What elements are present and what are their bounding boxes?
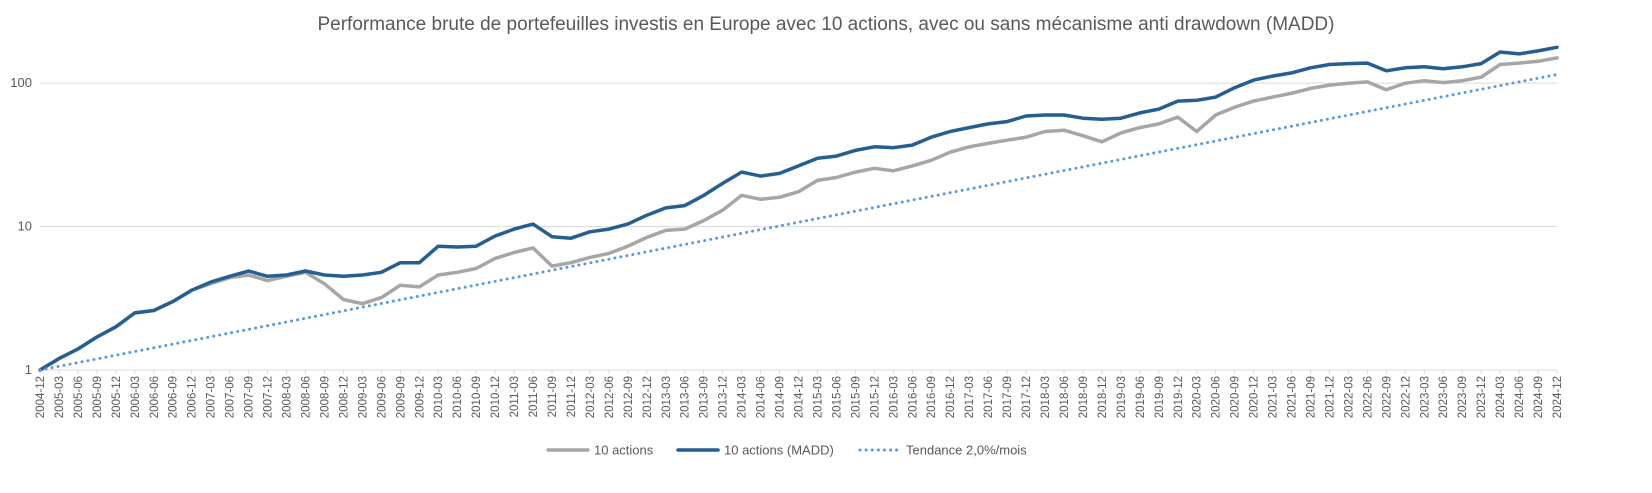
x-tick-label: 2008-03 (282, 376, 294, 418)
x-tick-label: 2019-12 (1173, 376, 1185, 418)
x-tick-label: 2022-06 (1362, 376, 1374, 418)
x-tick-label: 2006-06 (149, 376, 161, 418)
y-tick-label: 10 (18, 219, 32, 234)
x-tick-label: 2004-12 (35, 376, 47, 418)
x-tick-label: 2007-12 (263, 376, 275, 418)
x-tick-label: 2006-03 (130, 376, 142, 418)
x-tick-label: 2008-12 (338, 376, 350, 418)
x-tick-label: 2020-12 (1249, 376, 1261, 418)
x-tick-label: 2013-03 (661, 376, 673, 418)
x-tick-label: 2022-09 (1381, 376, 1393, 418)
legend-label: 10 actions (594, 443, 654, 458)
x-tick-label: 2018-06 (1059, 376, 1071, 418)
x-tick-label: 2005-09 (92, 376, 104, 418)
x-tick-label: 2024-12 (1552, 376, 1564, 418)
x-tick-label: 2024-06 (1514, 376, 1526, 418)
x-tick-label: 2023-09 (1457, 376, 1469, 418)
x-tick-label: 2009-03 (357, 376, 369, 418)
x-tick-label: 2020-06 (1211, 376, 1223, 418)
x-tick-label: 2005-03 (54, 376, 66, 418)
x-tick-label: 2006-09 (168, 376, 180, 418)
x-tick-label: 2007-03 (206, 376, 218, 418)
x-tick-label: 2009-06 (376, 376, 388, 418)
legend: 10 actions 10 actions (MADD) Tendance 2,0%… (546, 443, 1027, 458)
x-tick-label: 2012-03 (585, 376, 597, 418)
x-tick-label: 2023-06 (1438, 376, 1450, 418)
chart-title: Performance brute de portefeuilles inves… (317, 14, 1334, 35)
y-tick-label: 100 (10, 75, 32, 90)
x-tick-label: 2010-06 (452, 376, 464, 418)
x-tick-label: 2011-06 (528, 376, 540, 417)
x-tick-label: 2022-03 (1343, 376, 1355, 418)
x-tick-label: 2018-09 (1078, 376, 1090, 418)
x-tick-label: 2013-09 (699, 376, 711, 418)
x-tick-label: 2023-12 (1476, 376, 1488, 418)
x-tick-label: 2009-09 (395, 376, 407, 418)
legend-label: Tendance 2,0%/mois (906, 443, 1027, 458)
x-tick-label: 2005-12 (111, 376, 123, 418)
x-tick-label: 2017-09 (1002, 376, 1014, 418)
x-tick-label: 2016-12 (945, 376, 957, 418)
x-tick-label: 2008-06 (300, 376, 312, 418)
x-tick-label: 2021-06 (1287, 376, 1299, 418)
x-tick-label: 2007-06 (225, 376, 237, 418)
x-tick-label: 2015-06 (831, 376, 843, 418)
x-tick-label: 2012-06 (604, 376, 616, 418)
x-tick-label: 2005-06 (73, 376, 85, 418)
x-tick-label: 2023-03 (1419, 376, 1431, 418)
x-tick-label: 2017-06 (983, 376, 995, 418)
x-tick-label: 2021-03 (1268, 376, 1280, 418)
x-tick-label: 2022-12 (1400, 376, 1412, 418)
x-tick-label: 2012-09 (623, 376, 635, 418)
series-layer (38, 45, 1559, 372)
x-tick-label: 2011-03 (509, 376, 521, 417)
x-tick-label: 2014-03 (737, 376, 749, 418)
x-tick-label: 2017-12 (1021, 376, 1033, 418)
x-tick-label: 2011-09 (547, 376, 559, 417)
y-tick-label: 1 (25, 362, 32, 377)
x-tick-label: 2020-03 (1192, 376, 1204, 418)
x-tick-label: 2019-09 (1154, 376, 1166, 418)
x-tick-label: 2024-03 (1495, 376, 1507, 418)
x-tick-label: 2016-09 (926, 376, 938, 418)
x-tick-label: 2014-12 (794, 376, 806, 418)
x-tick-label: 2014-06 (756, 376, 768, 418)
y-axis: 1 10 100 (10, 75, 32, 377)
x-tick-label: 2015-09 (850, 376, 862, 418)
legend-label: 10 actions (MADD) (724, 443, 834, 458)
x-tick-label: 2015-12 (869, 376, 881, 418)
x-tick-label: 2013-12 (718, 376, 730, 418)
x-tick-label: 2021-09 (1305, 376, 1317, 418)
x-tick-label: 2021-12 (1324, 376, 1336, 418)
series-line-2 (38, 73, 1559, 372)
x-tick-label: 2006-12 (187, 376, 199, 418)
x-tick-label: 2020-09 (1230, 376, 1242, 418)
x-tick-label: 2013-06 (680, 376, 692, 418)
x-tick-label: 2009-12 (414, 376, 426, 418)
x-tick-label: 2008-09 (319, 376, 331, 418)
x-tick-label: 2012-12 (642, 376, 654, 418)
x-tick-label: 2018-03 (1040, 376, 1052, 418)
x-tick-label: 2018-12 (1097, 376, 1109, 418)
x-tick-label: 2007-09 (244, 376, 256, 418)
x-tick-label: 2019-03 (1116, 376, 1128, 418)
x-tick-label: 2010-09 (471, 376, 483, 418)
x-tick-label: 2024-09 (1533, 376, 1545, 418)
x-tick-label: 2010-03 (433, 376, 445, 418)
x-tick-label: 2017-03 (964, 376, 976, 418)
x-tick-label: 2014-09 (775, 376, 787, 418)
series-line-1 (38, 45, 1559, 372)
x-axis: 2004-12 2005-03 2005-06 2005-09 2005-12 2006-… (35, 369, 1564, 418)
x-tick-label: 2015-03 (812, 376, 824, 418)
x-tick-label: 2011-12 (566, 376, 578, 417)
x-tick-label: 2019-06 (1135, 376, 1147, 418)
x-tick-label: 2016-06 (907, 376, 919, 418)
x-tick-label: 2010-12 (490, 376, 502, 418)
x-tick-label: 2016-03 (888, 376, 900, 418)
series-line-0 (38, 56, 1559, 372)
